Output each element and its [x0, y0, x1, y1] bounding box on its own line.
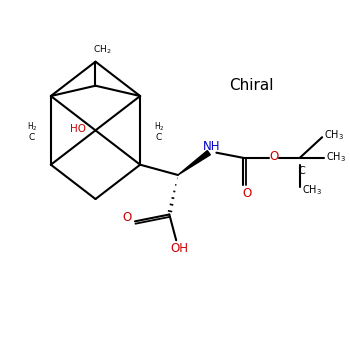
Text: C: C	[298, 166, 305, 176]
Text: C: C	[29, 133, 35, 142]
Text: O: O	[270, 149, 279, 163]
Text: HO: HO	[70, 124, 86, 134]
Text: O: O	[242, 187, 251, 201]
Text: CH$_3$: CH$_3$	[302, 183, 322, 197]
Text: OH: OH	[170, 242, 188, 256]
Text: CH$_3$: CH$_3$	[326, 150, 346, 164]
Text: NH: NH	[203, 140, 220, 153]
Text: Chiral: Chiral	[230, 78, 274, 93]
Text: C: C	[156, 133, 162, 142]
Text: CH$_3$: CH$_3$	[324, 128, 344, 142]
Text: H$_2$: H$_2$	[27, 121, 37, 133]
Polygon shape	[178, 150, 210, 175]
Text: CH$_2$: CH$_2$	[93, 43, 112, 56]
Text: H$_2$: H$_2$	[154, 121, 164, 133]
Text: O: O	[123, 211, 132, 224]
